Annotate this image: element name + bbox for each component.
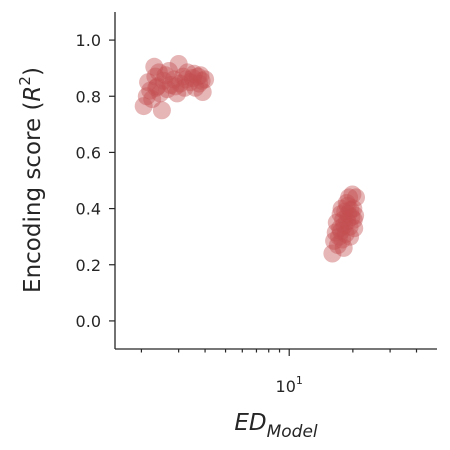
data-points: [134, 55, 365, 263]
data-point-62: [344, 210, 363, 229]
data-point-28: [193, 83, 212, 101]
data-point-52: [339, 205, 358, 224]
data-point-24: [186, 78, 205, 97]
data-point-53: [340, 188, 359, 207]
data-point-33: [147, 78, 166, 97]
data-point-60: [346, 206, 365, 225]
y-tick-label: 0.2: [76, 256, 101, 275]
data-point-41: [330, 227, 348, 246]
y-axis-label: Encoding score (R2): [16, 67, 46, 293]
data-point-10: [152, 101, 171, 120]
data-point-9: [151, 84, 170, 103]
data-point-48: [336, 202, 355, 221]
data-point-16: [168, 84, 187, 103]
data-point-40: [328, 236, 347, 255]
data-point-39: [327, 213, 346, 232]
data-point-26: [190, 74, 209, 93]
y-ticks: 0.0 0.2 0.4 0.6 0.8 1.0: [76, 31, 115, 331]
data-point-6: [146, 67, 165, 86]
data-point-7: [148, 77, 167, 96]
data-point-27: [191, 66, 210, 85]
data-point-31: [177, 70, 195, 89]
data-point-56: [342, 208, 361, 226]
data-point-59: [345, 219, 364, 238]
x-ticks: 101: [140, 349, 418, 396]
data-point-47: [335, 216, 354, 235]
data-point-35: [192, 71, 211, 90]
data-point-61: [347, 188, 365, 207]
data-point-17: [169, 55, 188, 73]
data-point-36: [323, 244, 342, 263]
data-point-18: [171, 74, 190, 93]
data-point-65: [341, 227, 360, 246]
data-point-4: [143, 90, 162, 109]
data-point-13: [158, 80, 177, 99]
data-point-21: [178, 63, 197, 82]
data-point-8: [149, 63, 168, 82]
data-point-0: [134, 97, 153, 116]
data-point-54: [340, 217, 359, 236]
data-point-22: [181, 73, 200, 92]
data-point-34: [166, 77, 185, 96]
data-point-15: [164, 70, 183, 89]
axes: [114, 12, 437, 350]
data-point-66: [338, 196, 357, 215]
data-point-51: [338, 212, 357, 231]
y-tick-label: 1.0: [76, 31, 101, 50]
data-point-42: [331, 219, 350, 238]
data-point-5: [145, 57, 164, 76]
data-point-30: [185, 64, 204, 83]
data-point-11: [154, 71, 173, 90]
data-point-20: [175, 78, 194, 97]
y-tick-label: 0.6: [76, 143, 101, 162]
data-point-50: [337, 194, 356, 212]
data-point-23: [183, 69, 202, 87]
data-point-38: [326, 223, 345, 242]
data-point-64: [332, 222, 351, 241]
data-point-32: [160, 62, 178, 80]
data-point-58: [344, 199, 363, 218]
data-point-1: [137, 87, 156, 106]
x-tick-label: 101: [276, 374, 303, 396]
x-axis-label: EDModel: [234, 410, 318, 442]
data-point-44: [332, 199, 351, 218]
data-point-2: [139, 73, 158, 92]
data-point-12: [156, 66, 175, 85]
data-point-49: [336, 224, 355, 243]
y-tick-label: 0.8: [76, 87, 101, 106]
y-tick-label: 0.0: [76, 312, 101, 331]
data-point-3: [141, 81, 160, 100]
data-point-29: [196, 70, 215, 89]
data-point-46: [334, 210, 353, 229]
data-point-43: [331, 205, 350, 224]
data-point-25: [188, 67, 207, 86]
data-point-55: [341, 201, 360, 219]
data-point-19: [174, 67, 193, 86]
data-point-63: [334, 238, 353, 257]
data-point-14: [161, 76, 180, 94]
data-point-57: [343, 185, 362, 204]
data-point-45: [333, 230, 352, 249]
y-tick-label: 0.4: [76, 200, 101, 219]
data-point-37: [325, 231, 344, 250]
